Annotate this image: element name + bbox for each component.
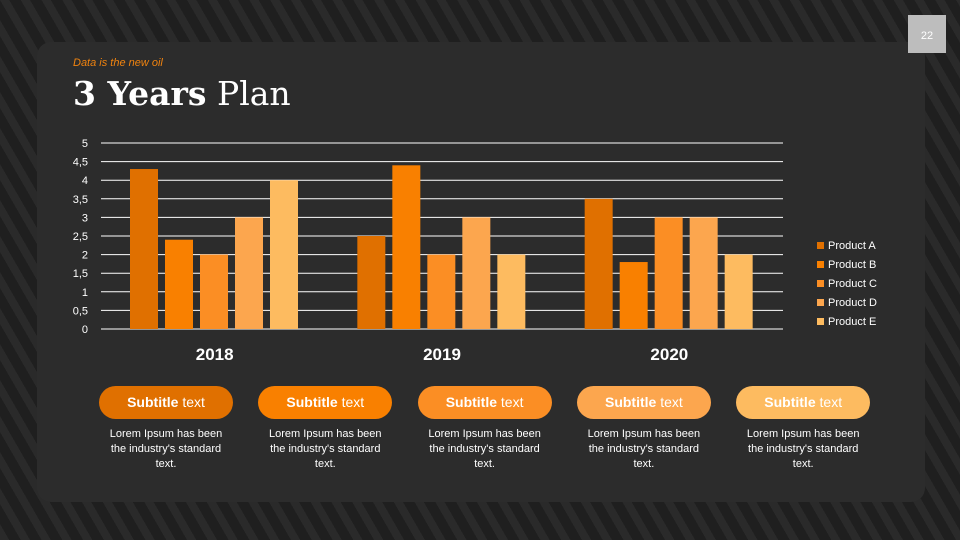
y-tick-label: 4,5 bbox=[73, 157, 88, 169]
subtitle-pill: Subtitle text bbox=[417, 386, 552, 419]
page-title: 3 Years Plan bbox=[73, 74, 291, 113]
subtitle-pill: Subtitle text bbox=[99, 386, 233, 419]
bar-product-a-2018 bbox=[130, 169, 158, 329]
kicker: Data is the new oil bbox=[73, 57, 163, 69]
legend-item: Product A bbox=[817, 236, 877, 255]
card-description: Lorem Ipsum has been the industry's stan… bbox=[587, 428, 701, 470]
legend: Product A Product B Product C Product D Prod… bbox=[817, 236, 877, 331]
legend-swatch bbox=[817, 299, 824, 306]
bar-product-b-2020 bbox=[619, 262, 648, 329]
y-tick-label: 5 bbox=[82, 138, 88, 150]
subtitle-bold: Subtitle bbox=[286, 394, 338, 410]
subtitle-rest: text bbox=[819, 394, 843, 410]
bar-product-e-2019 bbox=[497, 254, 526, 329]
card-description: Lorem Ipsum has been the industry's stan… bbox=[109, 428, 223, 470]
bar-product-c-2020 bbox=[654, 217, 683, 329]
legend-label: Product C bbox=[828, 277, 877, 290]
legend-label: Product D bbox=[828, 296, 877, 309]
legend-swatch bbox=[817, 261, 824, 268]
y-tick-label: 1 bbox=[82, 287, 88, 299]
title-rest: Plan bbox=[216, 74, 291, 113]
bar-product-e-2018 bbox=[270, 180, 298, 329]
bar-product-a-2019 bbox=[357, 236, 386, 329]
legend-swatch bbox=[817, 280, 824, 287]
subtitle-pill: Subtitle text bbox=[576, 386, 711, 419]
legend-label: Product E bbox=[828, 315, 877, 328]
legend-item: Product E bbox=[817, 312, 877, 331]
y-tick-label: 2,5 bbox=[73, 231, 88, 243]
bar-product-c-2018 bbox=[200, 254, 228, 329]
bar-product-d-2019 bbox=[462, 217, 491, 329]
y-tick-label: 1,5 bbox=[73, 268, 88, 280]
subtitle-pill: Subtitle text bbox=[736, 386, 871, 419]
legend-swatch bbox=[817, 318, 824, 325]
bar-product-d-2018 bbox=[235, 217, 263, 329]
card-description: Lorem Ipsum has been the industry's stan… bbox=[269, 428, 382, 470]
bar-product-a-2020 bbox=[584, 198, 613, 329]
legend-item: Product D bbox=[817, 293, 877, 312]
page-number: 22 bbox=[908, 15, 946, 53]
y-tick-label: 4 bbox=[82, 175, 88, 187]
legend-swatch bbox=[817, 242, 824, 249]
legend-item: Product B bbox=[817, 255, 877, 274]
bar-product-b-2019 bbox=[392, 165, 421, 329]
subtitle-bold: Subtitle bbox=[445, 394, 498, 410]
subtitle-bold: Subtitle bbox=[127, 394, 179, 410]
subtitle-rest: text bbox=[182, 394, 205, 410]
subtitle-bold: Subtitle bbox=[604, 394, 657, 410]
card-description: Lorem Ipsum has been the industry's stan… bbox=[746, 428, 860, 470]
x-tick-label: 2020 bbox=[650, 345, 688, 364]
legend-item: Product C bbox=[817, 274, 877, 293]
bar-product-d-2020 bbox=[689, 217, 718, 329]
subtitle-bold: Subtitle bbox=[764, 394, 816, 410]
y-tick-label: 3 bbox=[82, 212, 88, 224]
x-tick-label: 2018 bbox=[196, 345, 234, 364]
subtitle-rest: text bbox=[341, 394, 365, 410]
title-bold: 3 Years bbox=[73, 74, 207, 113]
bar-product-e-2020 bbox=[724, 254, 753, 329]
y-tick-label: 3,5 bbox=[73, 194, 88, 206]
y-tick-label: 0 bbox=[82, 324, 88, 336]
bar-product-c-2019 bbox=[427, 254, 456, 329]
subtitle-rest: text bbox=[500, 394, 524, 410]
legend-label: Product B bbox=[828, 258, 877, 271]
subtitle-pill: Subtitle text bbox=[258, 386, 393, 419]
x-tick-label: 2019 bbox=[423, 345, 461, 364]
y-tick-label: 2 bbox=[82, 250, 88, 262]
legend-label: Product A bbox=[828, 239, 876, 252]
bar-product-b-2018 bbox=[165, 239, 193, 329]
subtitle-rest: text bbox=[660, 394, 683, 410]
y-tick-label: 0,5 bbox=[73, 305, 88, 317]
card-description: Lorem Ipsum has been the industry's stan… bbox=[428, 428, 541, 470]
